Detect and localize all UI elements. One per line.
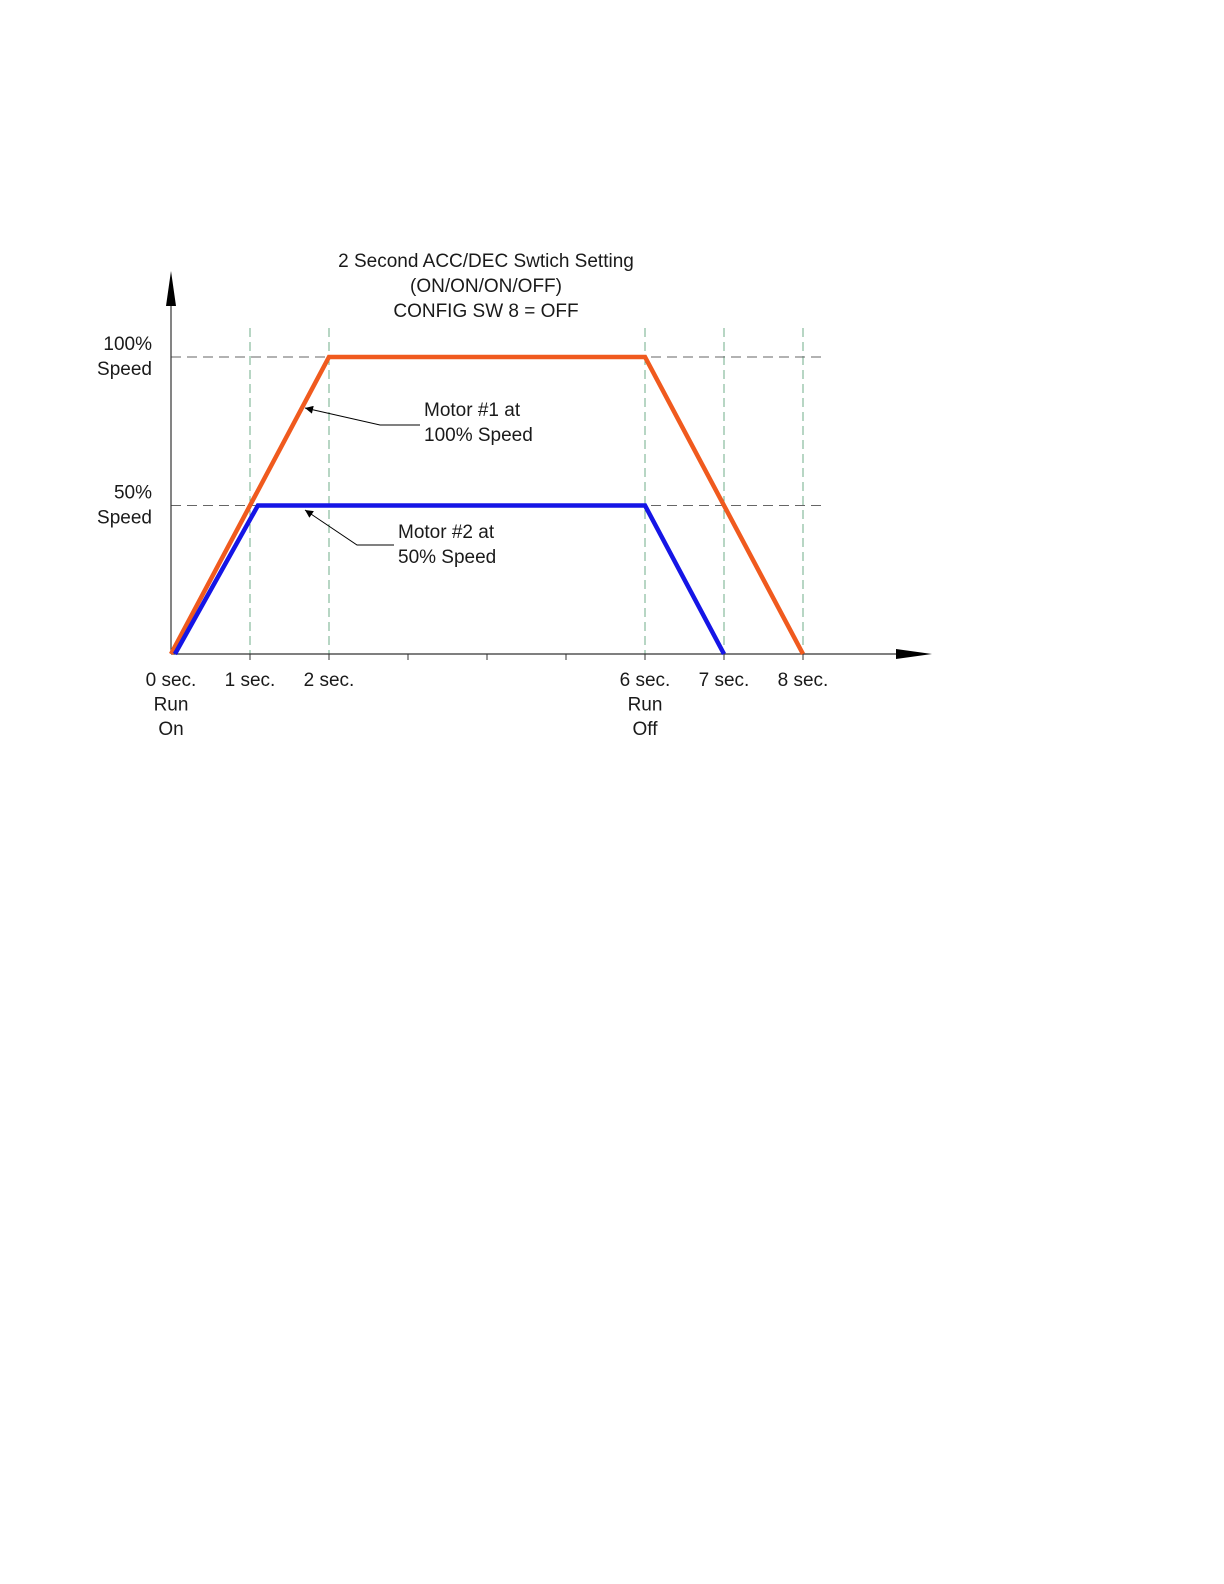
- x-axis-arrowhead: [896, 649, 932, 659]
- chart-title-line: 2 Second ACC/DEC Swtich Setting: [338, 251, 634, 272]
- x-tick-label: 2 sec.: [304, 670, 355, 691]
- y-tick-label: Speed: [97, 508, 152, 529]
- annotation-label: Motor #1 at: [424, 400, 521, 421]
- x-tick-label: 8 sec.: [778, 670, 829, 691]
- annotation-leader-line: [304, 509, 394, 546]
- series-line-motor-2: [172, 503, 726, 656]
- x-tick-label: Run: [628, 695, 663, 716]
- x-tick-label: On: [158, 719, 183, 740]
- y-tick-label: 100%: [103, 334, 152, 355]
- y-axis-arrowhead: [166, 271, 176, 306]
- annotations: Motor #1 at 100% Speed Motor #2 at 50% Spee…: [304, 400, 533, 568]
- vertical-gridlines: [249, 328, 804, 654]
- y-axis-tick-labels: 100% Speed 50% Speed: [97, 334, 152, 529]
- chart-title: 2 Second ACC/DEC Swtich Setting (ON/ON/O…: [338, 251, 634, 322]
- series-line-motor-1: [169, 354, 805, 656]
- series-lines: [169, 354, 805, 656]
- axes: [166, 271, 932, 660]
- x-tick-label: 7 sec.: [699, 670, 750, 691]
- annotation-label: 50% Speed: [398, 547, 496, 568]
- x-tick-label: 0 sec.: [146, 670, 197, 691]
- x-tick-label: Off: [633, 719, 659, 740]
- y-tick-label: 50%: [114, 483, 152, 504]
- x-axis-tick-labels: 0 sec. Run On 1 sec. 2 sec. 6 sec. Run Off 7 sec…: [146, 670, 829, 740]
- x-tick-label: 6 sec.: [620, 670, 671, 691]
- annotation-label: Motor #2 at: [398, 522, 495, 543]
- chart-title-line: CONFIG SW 8 = OFF: [393, 301, 578, 322]
- chart-title-line: (ON/ON/ON/OFF): [410, 276, 562, 297]
- x-tick-label: Run: [154, 695, 189, 716]
- x-tick-label: 1 sec.: [225, 670, 276, 691]
- y-tick-label: Speed: [97, 359, 152, 380]
- annotation-label: 100% Speed: [424, 425, 533, 446]
- annotation-leader-line: [304, 405, 420, 426]
